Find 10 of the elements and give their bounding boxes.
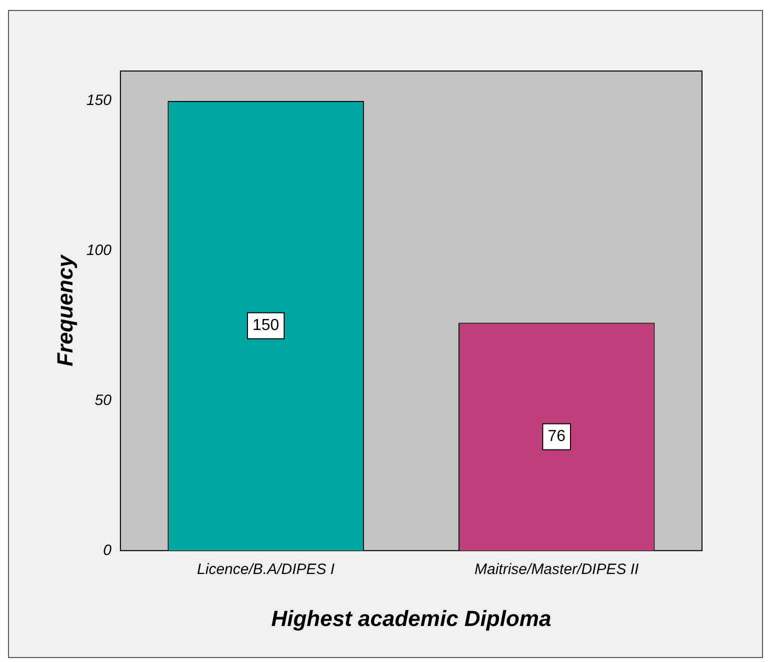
- data-label: 150: [252, 317, 280, 334]
- y-tick-label: 0: [103, 542, 112, 559]
- x-tick-label: Licence/B.A/DIPES I: [197, 560, 335, 578]
- data-label: 76: [548, 428, 566, 446]
- y-tick-label: 150: [86, 92, 112, 110]
- x-tick-label: Maitrise/Master/DIPES II: [474, 560, 639, 578]
- y-axis-title: Frequency: [52, 253, 78, 366]
- y-tick-label: 50: [94, 392, 112, 409]
- y-tick-label: 100: [86, 242, 112, 260]
- x-axis-title: Highest academic Diploma: [271, 606, 552, 631]
